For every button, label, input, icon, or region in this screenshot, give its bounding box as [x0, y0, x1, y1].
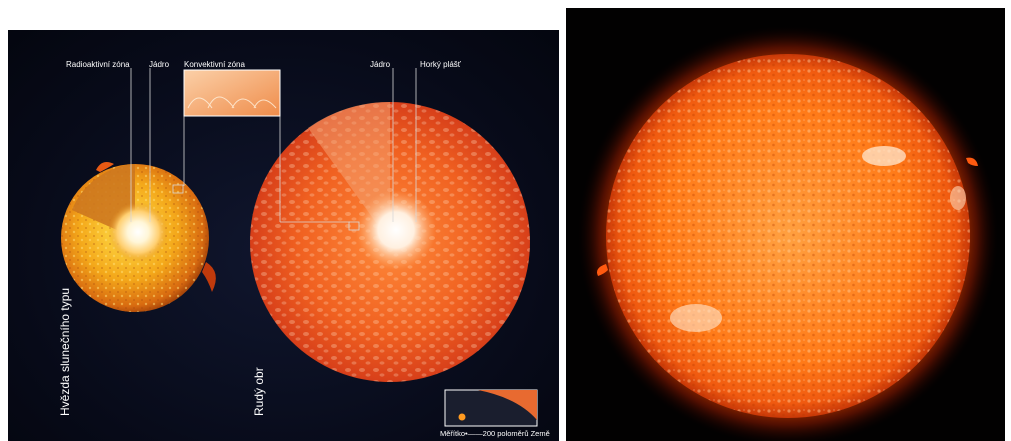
- giant-core-label: Jádro: [370, 60, 391, 69]
- red-giant-illustration: [250, 101, 530, 382]
- scale-caption: Měřítko•——200 poloměrů Země: [440, 429, 550, 438]
- scale-bar: •——: [465, 429, 483, 438]
- sunlike-star-caption: Hvězda slunečního typu: [58, 287, 72, 416]
- radiative-zone-label: Radioaktivní zóna: [66, 60, 130, 69]
- sun-core-label: Jádro: [149, 60, 170, 69]
- star-comparison-illustration: [61, 68, 538, 427]
- red-giant-caption: Rudý obr: [252, 367, 266, 416]
- convective-zone-label: Konvektivní zóna: [184, 60, 245, 69]
- sun-photo: [578, 26, 998, 441]
- scale-value: 200 poloměrů Země: [482, 429, 550, 438]
- sun-photo-panel: [566, 8, 1005, 441]
- scale-prefix: Měřítko: [440, 429, 466, 438]
- scale-inset: [444, 389, 538, 427]
- pointer-lines: [130, 68, 417, 231]
- sunlike-star-illustration: [61, 162, 216, 312]
- star-comparison-panel: Radioaktivní zóna Jádro Konvektivní zóna…: [8, 30, 559, 441]
- hot-mantle-label: Horký plášť: [420, 60, 461, 69]
- convective-zone-inset: [183, 69, 281, 117]
